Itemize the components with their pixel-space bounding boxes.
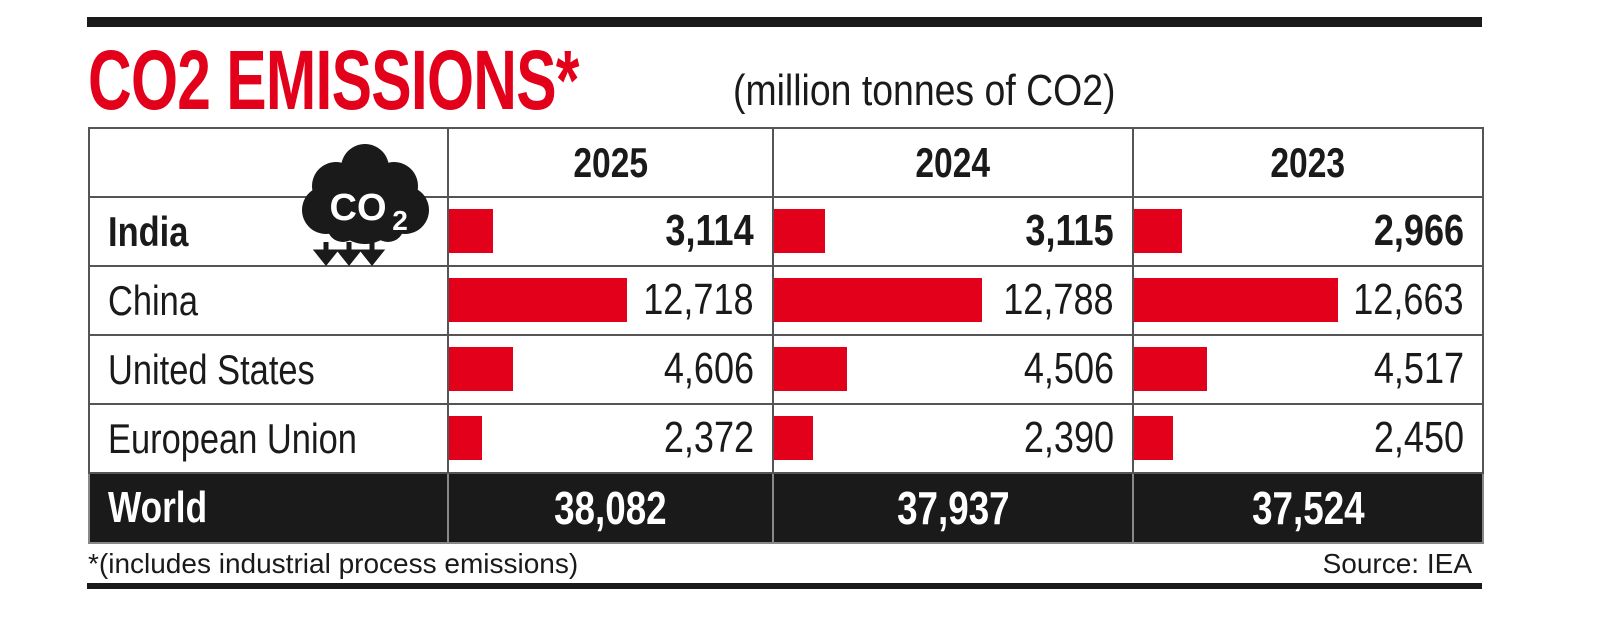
world-total-cell: 37,524	[1132, 472, 1484, 544]
row-label: European Union	[88, 403, 449, 474]
value-cell: 4,506	[772, 334, 1134, 405]
table-row: European Union 2,372 2,390 2,450	[88, 403, 1484, 474]
value-cell: 4,517	[1132, 334, 1484, 405]
value-cell: 12,663	[1132, 265, 1484, 336]
value-cell: 3,114	[447, 196, 774, 267]
bar	[1134, 278, 1338, 322]
value-label: 4,606	[663, 344, 754, 393]
table-row: China 12,718 12,788 12,663	[88, 265, 1484, 336]
bar	[774, 209, 825, 253]
value-label: 3,115	[1025, 206, 1114, 255]
world-total-row: World 38,082 37,937 37,524	[88, 472, 1484, 544]
value-cell: 3,115	[772, 196, 1134, 267]
svg-text:CO: CO	[330, 187, 387, 229]
value-label: 12,788	[1003, 275, 1114, 324]
value-label: 2,450	[1373, 413, 1464, 462]
chart-subtitle: (million tonnes of CO2)	[733, 66, 1116, 115]
column-header-label: 2025	[573, 138, 648, 186]
country-name: China	[108, 276, 198, 324]
country-name: European Union	[108, 414, 357, 462]
world-label-text: World	[108, 483, 208, 532]
bar	[774, 347, 847, 391]
bar	[449, 347, 513, 391]
column-header-label: 2024	[915, 138, 991, 186]
value-cell: 2,372	[447, 403, 774, 474]
country-name: United States	[108, 345, 315, 393]
column-header: 2024	[772, 127, 1134, 198]
value-cell: 2,390	[772, 403, 1134, 474]
top-rule	[87, 17, 1482, 27]
value-cell: 2,450	[1132, 403, 1484, 474]
bar	[1134, 347, 1207, 391]
svg-text:2: 2	[392, 205, 408, 236]
source: Source: IEA	[1322, 548, 1472, 579]
title-block: CO2 EMISSIONS*	[88, 38, 770, 122]
footnote: *(includes industrial process emissions)	[88, 548, 579, 579]
column-header: 2025	[447, 127, 774, 198]
value-label: 2,372	[663, 413, 754, 462]
bar	[774, 278, 982, 322]
value-label: 2,390	[1023, 413, 1114, 462]
world-label: World	[88, 472, 449, 544]
bar	[449, 278, 627, 322]
chart-title: CO2 EMISSIONS*	[88, 33, 579, 127]
value-label: 3,114	[665, 206, 754, 255]
bar	[449, 416, 482, 460]
value-cell: 12,718	[447, 265, 774, 336]
emissions-table: 2025 2024 2023 India 3,114 3,115 2,966 China…	[88, 127, 1484, 544]
bar	[1134, 416, 1173, 460]
header-row: 2025 2024 2023	[88, 127, 1484, 198]
row-label: United States	[88, 334, 449, 405]
value-label: 4,517	[1373, 344, 1464, 393]
bar	[774, 416, 813, 460]
value-cell: 12,788	[772, 265, 1134, 336]
value-label: 12,663	[1353, 275, 1464, 324]
world-total-cell: 37,937	[772, 472, 1134, 544]
row-label: China	[88, 265, 449, 336]
value-cell: 4,606	[447, 334, 774, 405]
bar	[1134, 209, 1182, 253]
value-label: 12,718	[643, 275, 754, 324]
country-name: India	[108, 207, 189, 255]
world-total-value: 37,524	[1251, 482, 1365, 534]
value-label: 4,506	[1023, 344, 1114, 393]
column-header: 2023	[1132, 127, 1484, 198]
bottom-rule	[87, 583, 1482, 589]
value-cell: 2,966	[1132, 196, 1484, 267]
bar	[449, 209, 493, 253]
column-header-label: 2023	[1270, 138, 1346, 186]
table-row: United States 4,606 4,506 4,517	[88, 334, 1484, 405]
world-total-value: 38,082	[554, 482, 667, 534]
world-total-value: 37,937	[896, 482, 1010, 534]
world-total-cell: 38,082	[447, 472, 774, 544]
co2-cloud-icon: CO 2	[302, 144, 429, 267]
value-label: 2,966	[1373, 206, 1464, 255]
